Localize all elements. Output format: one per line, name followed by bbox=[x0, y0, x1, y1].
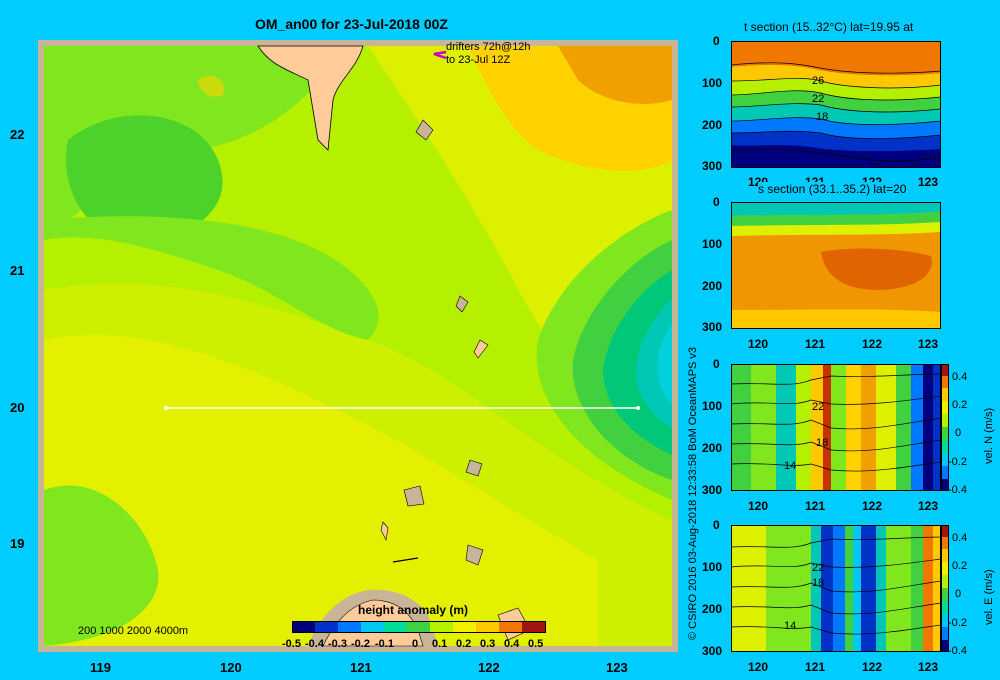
contour-label: 18 bbox=[816, 111, 829, 123]
cbar-tick: 0 bbox=[955, 427, 962, 439]
lon-tick: 123 bbox=[918, 660, 939, 674]
colorbar-tick: -0.5 bbox=[282, 638, 301, 650]
temperature-section bbox=[731, 41, 941, 168]
depth-tick: 200 bbox=[702, 279, 723, 293]
panel-title-salinity: s section (33.1..35.2) lat=20 bbox=[758, 182, 907, 196]
depth-tick: 100 bbox=[702, 237, 723, 251]
cbar-tick: 0 bbox=[955, 588, 962, 600]
lon-tick: 120 bbox=[220, 660, 242, 675]
lat-tick: 19 bbox=[10, 536, 25, 551]
depth-tick: 300 bbox=[702, 644, 723, 658]
depth-tick: 0 bbox=[713, 357, 720, 371]
depth-tick: 100 bbox=[702, 399, 723, 413]
cbar-tick: 0.4 bbox=[952, 371, 968, 383]
cbar-tick: 0.4 bbox=[952, 532, 968, 544]
depth-tick: 100 bbox=[702, 76, 723, 90]
contour-label: 22 bbox=[812, 562, 825, 574]
contour-label: 14 bbox=[784, 460, 797, 472]
drifters-label-line2: to 23-Jul 12Z bbox=[446, 54, 511, 66]
lon-tick: 120 bbox=[748, 337, 769, 351]
lon-tick: 122 bbox=[478, 660, 500, 675]
colorbar-tick: 0.1 bbox=[432, 638, 448, 650]
cbar-tick: 0.2 bbox=[952, 560, 968, 572]
cbar-tick: -0.2 bbox=[948, 617, 967, 629]
depth-tick: 200 bbox=[702, 602, 723, 616]
cbar-tick: -0.2 bbox=[948, 456, 967, 468]
depth-tick: 0 bbox=[713, 518, 720, 532]
colorbar-tick: -0.3 bbox=[328, 638, 347, 650]
lat-tick: 21 bbox=[10, 263, 25, 278]
height-anomaly-map bbox=[38, 40, 678, 652]
velocity-east-colorbar bbox=[941, 525, 949, 652]
credit-text: © CSIRO 2016 03-Aug-2018 12:33:58 BoM Oc… bbox=[687, 346, 699, 640]
contour-label: 22 bbox=[812, 401, 825, 413]
cbar-tick: -0.4 bbox=[948, 645, 967, 657]
colorbar-tick: -0.1 bbox=[375, 638, 394, 650]
lon-tick: 121 bbox=[805, 499, 826, 513]
velocity-north-colorbar bbox=[941, 364, 949, 491]
map-title: OM_an00 for 23-Jul-2018 00Z bbox=[255, 16, 448, 32]
cbar-label: vel. E (m/s) bbox=[983, 569, 995, 625]
depth-tick: 0 bbox=[713, 34, 720, 48]
lon-tick: 119 bbox=[90, 660, 111, 675]
height-colorbar bbox=[292, 621, 546, 633]
cbar-label: vel. N (m/s) bbox=[983, 407, 995, 464]
lon-tick: 123 bbox=[918, 337, 939, 351]
depth-tick: 200 bbox=[702, 441, 723, 455]
panel-title-temperature: t section (15..32°C) lat=19.95 at bbox=[744, 20, 914, 34]
depth-tick: 0 bbox=[713, 195, 720, 209]
depth-tick: 300 bbox=[702, 320, 723, 334]
colorbar-tick: -0.4 bbox=[305, 638, 324, 650]
velocity-north-section bbox=[731, 364, 941, 491]
lon-tick: 123 bbox=[918, 499, 939, 513]
colorbar-tick: 0 bbox=[412, 638, 419, 650]
colorbar-tick: 0.3 bbox=[480, 638, 496, 650]
contour-label: 14 bbox=[784, 620, 797, 632]
contour-label: 22 bbox=[812, 93, 825, 105]
lon-tick: 122 bbox=[862, 499, 883, 513]
colorbar-tick: 0.2 bbox=[456, 638, 472, 650]
colorbar-tick: -0.2 bbox=[351, 638, 370, 650]
lon-tick: 120 bbox=[748, 660, 769, 674]
lon-tick: 122 bbox=[862, 660, 883, 674]
colorbar-title: height anomaly (m) bbox=[358, 603, 469, 617]
lon-tick: 121 bbox=[350, 660, 372, 675]
velocity-east-section bbox=[731, 525, 941, 652]
lon-tick: 123 bbox=[918, 175, 939, 189]
depth-tick: 300 bbox=[702, 159, 723, 173]
depth-tick: 300 bbox=[702, 483, 723, 497]
lon-tick: 121 bbox=[805, 660, 826, 674]
colorbar-tick: 0.5 bbox=[528, 638, 544, 650]
lon-tick: 123 bbox=[606, 660, 628, 675]
contour-label: 26 bbox=[812, 75, 825, 87]
depth-tick: 100 bbox=[702, 560, 723, 574]
depth-tick: 200 bbox=[702, 118, 723, 132]
lat-tick: 22 bbox=[10, 127, 25, 142]
contour-label: 18 bbox=[812, 577, 825, 589]
lon-tick: 121 bbox=[805, 337, 826, 351]
lat-tick: 20 bbox=[10, 400, 25, 415]
colorbar-tick: 0.4 bbox=[504, 638, 520, 650]
cbar-tick: 0.2 bbox=[952, 399, 968, 411]
contour-label: 18 bbox=[816, 437, 829, 449]
depth-legend: 200 1000 2000 4000m bbox=[78, 625, 189, 637]
salinity-section bbox=[731, 202, 941, 329]
lon-tick: 120 bbox=[748, 499, 769, 513]
lon-tick: 122 bbox=[862, 337, 883, 351]
drifters-label-line1: drifters 72h@12h bbox=[446, 41, 531, 53]
cbar-tick: -0.4 bbox=[948, 484, 967, 496]
